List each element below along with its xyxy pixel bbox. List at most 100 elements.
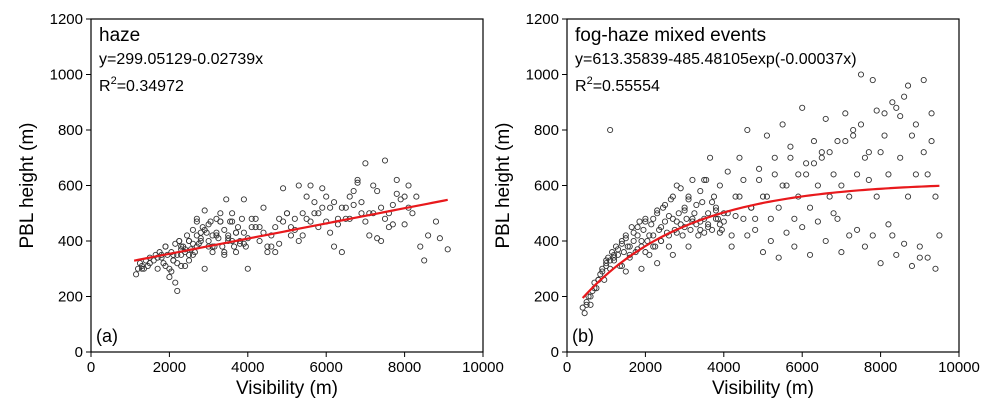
data-point [599, 265, 606, 272]
y-tick-label: 800 [534, 122, 559, 139]
data-point [299, 232, 306, 239]
data-point [264, 249, 271, 256]
data-point [846, 232, 853, 239]
data-point [299, 210, 306, 217]
data-point [603, 257, 610, 264]
data-point [362, 160, 369, 167]
data-point [303, 193, 310, 200]
data-point [276, 240, 283, 247]
y-axis-title: PBL height (m) [17, 122, 38, 248]
data-point [763, 132, 770, 139]
data-point [644, 237, 651, 245]
r-squared-superscript: 2 [587, 75, 593, 87]
data-point [232, 249, 240, 256]
data-point [280, 218, 287, 225]
data-point [932, 265, 939, 272]
data-point [197, 229, 204, 236]
data-point [705, 224, 712, 231]
data-point [904, 82, 912, 89]
data-point [330, 243, 338, 250]
data-point [189, 251, 196, 258]
data-point [693, 201, 700, 208]
data-point [814, 182, 821, 189]
data-point [728, 243, 735, 250]
data-point [421, 257, 428, 264]
data-point [928, 110, 935, 117]
data-point [901, 240, 908, 247]
data-point [162, 243, 169, 250]
data-point [834, 215, 841, 222]
data-point [795, 171, 802, 178]
data-point [865, 176, 872, 183]
data-point [397, 196, 404, 203]
data-point [854, 226, 861, 233]
data-point [354, 176, 361, 183]
data-point [303, 215, 310, 222]
data-point [193, 215, 200, 222]
data-point [654, 210, 661, 217]
x-tick-label: 8000 [864, 359, 897, 376]
data-point [221, 226, 228, 233]
data-point [401, 221, 408, 228]
y-axis-title: PBL height (m) [493, 122, 514, 248]
data-point [256, 224, 263, 231]
data-point [681, 207, 688, 214]
x-tick-label: 6000 [310, 359, 343, 376]
x-axis-title: Visibility (m) [712, 378, 814, 399]
data-point [822, 115, 829, 122]
data-point [877, 260, 884, 267]
data-point [579, 304, 586, 311]
data-point [728, 232, 735, 239]
data-point [350, 201, 357, 208]
data-point [705, 210, 712, 217]
data-point [665, 212, 672, 220]
y-tick-label: 600 [534, 178, 559, 195]
data-point [720, 218, 727, 225]
data-point [185, 251, 193, 258]
data-point [231, 243, 238, 250]
data-point [444, 246, 451, 253]
data-point [732, 193, 739, 200]
data-point [134, 265, 142, 272]
data-point [182, 262, 189, 270]
data-point [932, 193, 939, 200]
data-point [779, 182, 786, 189]
data-point [736, 154, 743, 161]
data-point [889, 99, 896, 106]
y-tick-label: 200 [58, 289, 83, 306]
data-point [378, 204, 385, 211]
data-point [642, 249, 649, 256]
data-point [873, 193, 880, 200]
data-point [378, 237, 385, 245]
data-point [172, 240, 179, 247]
data-point [227, 218, 234, 225]
data-point [716, 182, 723, 189]
data-point [689, 215, 696, 222]
data-point [146, 260, 153, 267]
data-point [685, 193, 692, 200]
panel-title: fog-haze mixed events [575, 25, 766, 46]
data-point [650, 215, 657, 222]
panel-label: (a) [96, 326, 118, 346]
data-point [826, 193, 833, 200]
data-point [703, 176, 710, 183]
data-point [217, 218, 224, 225]
data-point [650, 243, 657, 250]
data-point [736, 193, 743, 200]
data-point [370, 182, 377, 189]
data-point [405, 182, 412, 189]
data-point [830, 210, 837, 217]
data-point [425, 232, 432, 239]
data-point [661, 201, 669, 208]
data-point [708, 199, 716, 206]
data-point [166, 274, 173, 281]
data-point [916, 254, 923, 261]
data-point [193, 232, 200, 239]
data-point [323, 193, 330, 200]
data-point [240, 196, 247, 203]
data-point [622, 232, 629, 239]
fit-curve [581, 184, 940, 299]
data-point [174, 260, 181, 267]
data-point [767, 237, 774, 245]
data-point [818, 154, 825, 161]
